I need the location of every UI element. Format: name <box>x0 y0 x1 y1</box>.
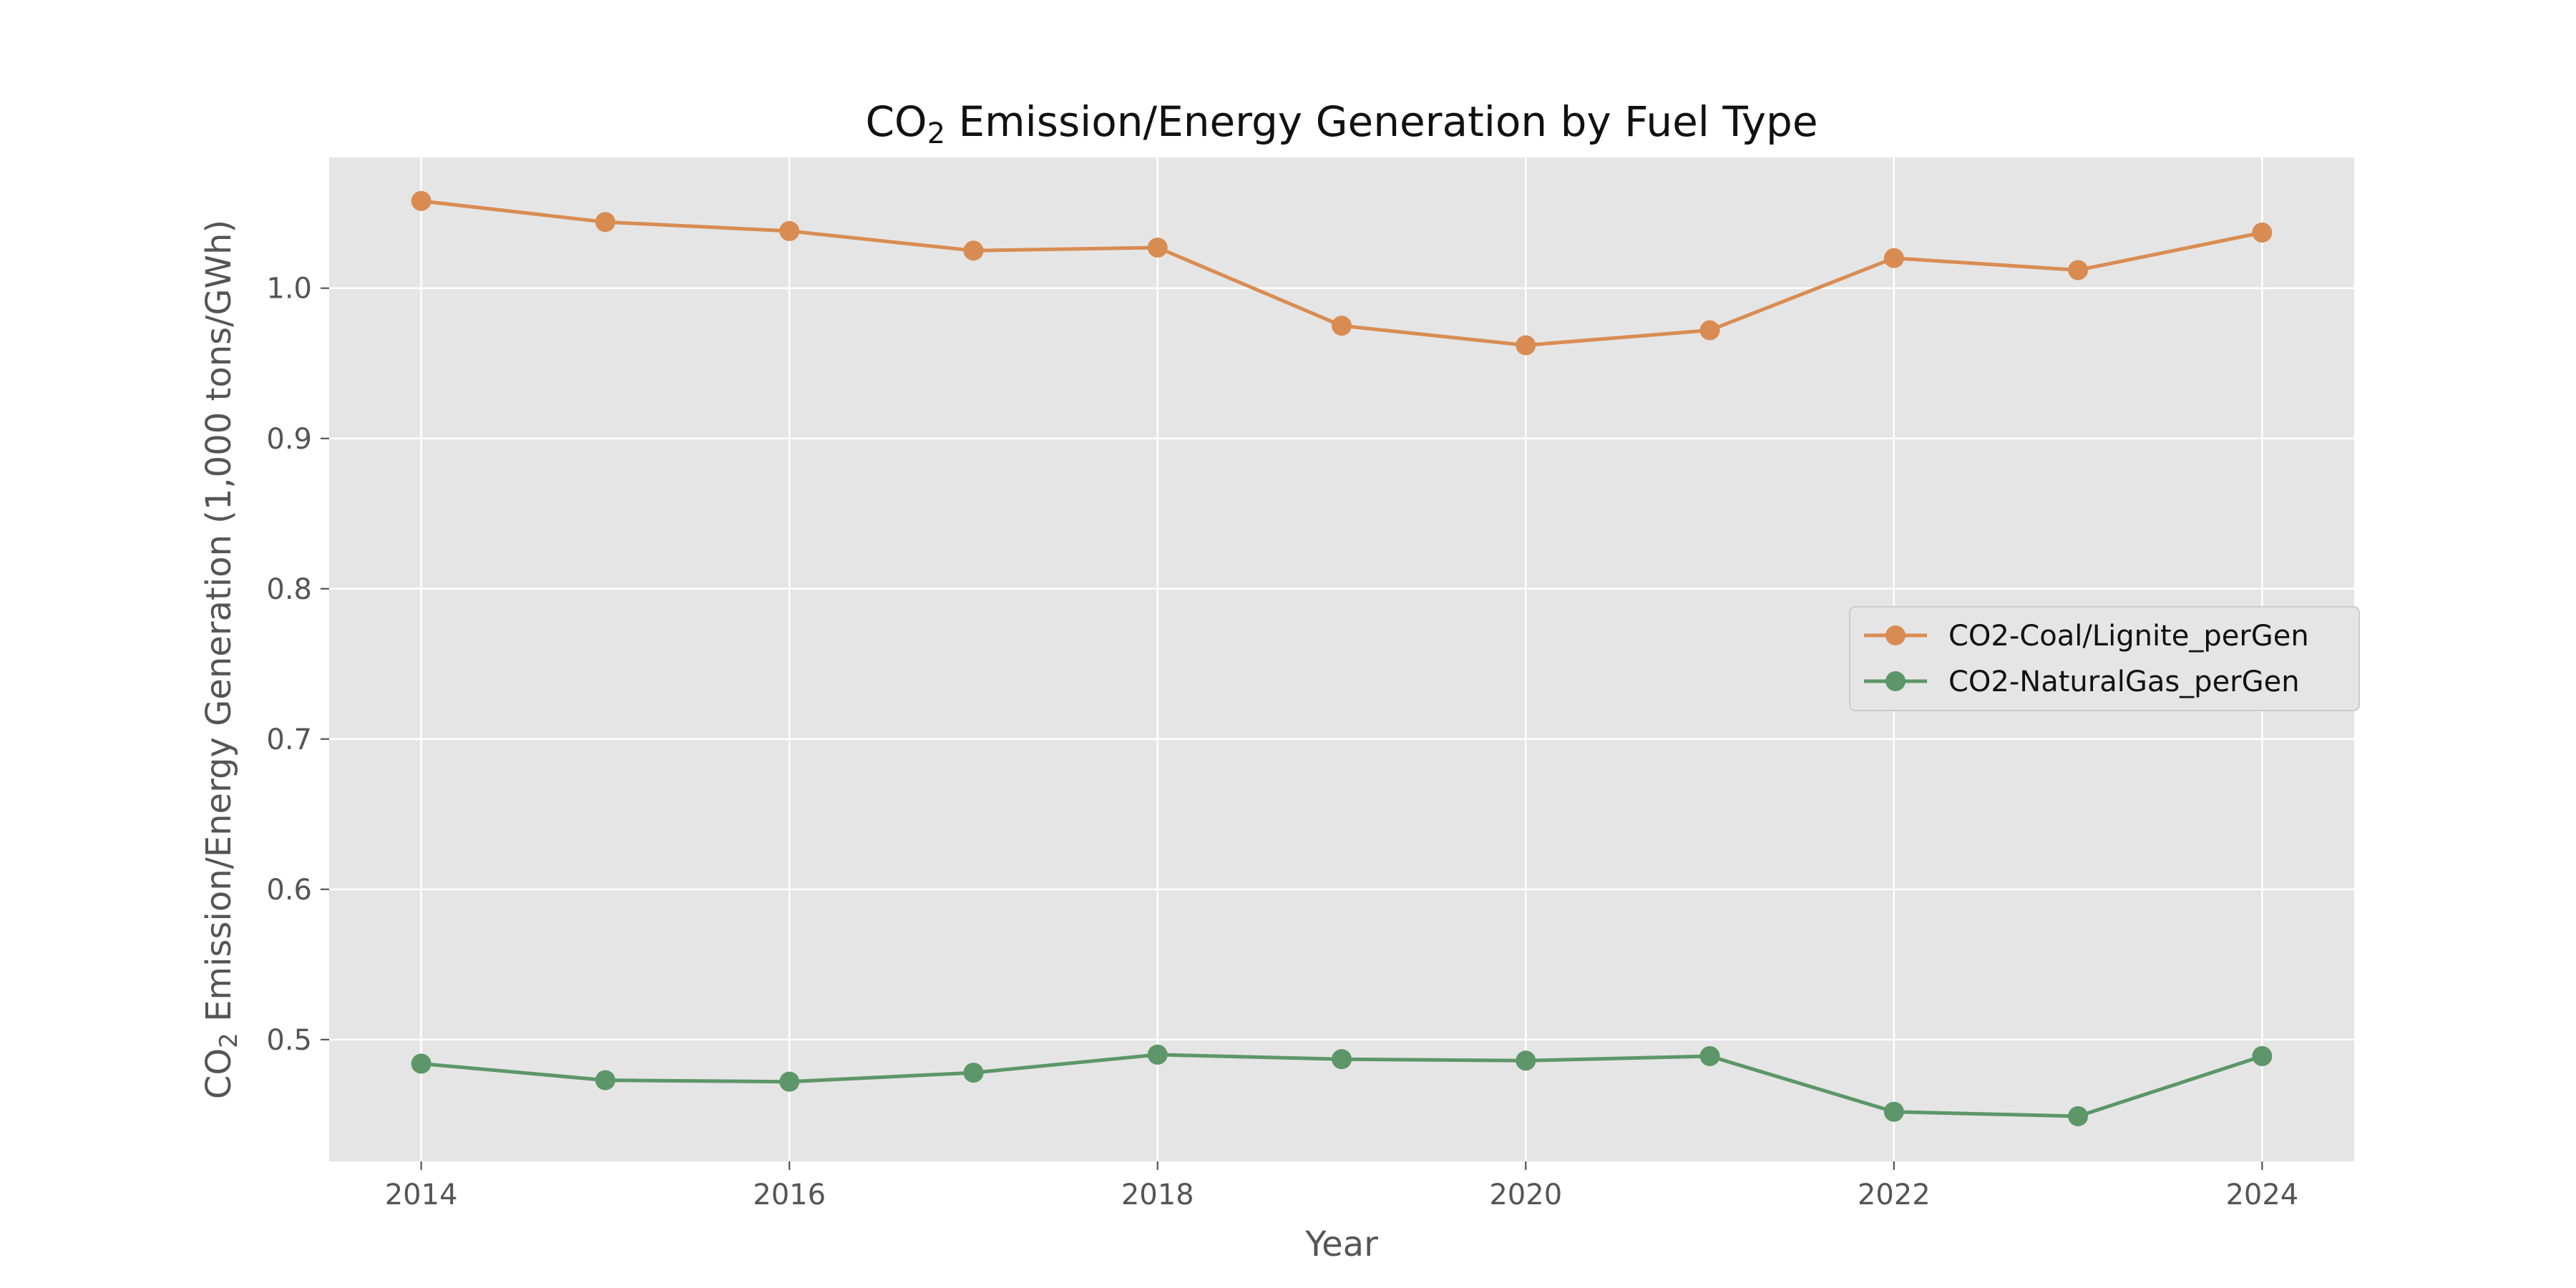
axes: 2014 2016 2018 2020 2022 2024 0.5 0.6 0.7 0.8 0.9 1… <box>266 273 2298 1211</box>
chart-title-main: CO <box>865 97 927 146</box>
series-2 <box>411 1044 2273 1126</box>
data-point <box>1883 1101 1904 1122</box>
data-point <box>1699 1045 1720 1066</box>
y-axis-title: CO2 Emission/Energy Generation (1,000 to… <box>199 220 243 1099</box>
data-point <box>963 240 984 261</box>
data-point <box>595 1070 615 1091</box>
legend-item: CO2-NaturalGas_perGen <box>1864 665 2300 698</box>
y-axis-title-rest: Emission/Energy Generation (1,000 tons/G… <box>199 220 239 1033</box>
data-point <box>2068 260 2089 280</box>
data-point <box>963 1063 984 1083</box>
x-tick-label: 2018 <box>1121 1179 1194 1211</box>
legend-frame <box>1849 606 2360 711</box>
data-point <box>1883 248 1904 268</box>
data-point <box>2252 1045 2273 1066</box>
legend-marker <box>1885 671 1906 691</box>
legend-label: CO2-NaturalGas_perGen <box>1948 665 2300 698</box>
data-point <box>2252 223 2273 243</box>
x-tick-label: 2024 <box>2225 1179 2298 1211</box>
x-tick-label: 2020 <box>1489 1179 1562 1211</box>
series-layer <box>411 190 2273 1126</box>
data-point <box>1147 1044 1168 1065</box>
data-point <box>779 220 800 241</box>
chart-title-rest: Emission/Energy Generation by Fuel Type <box>945 97 1818 146</box>
data-point <box>1332 1049 1352 1070</box>
data-point <box>1699 320 1720 341</box>
data-point <box>1147 238 1168 258</box>
y-tick-label: 0.8 <box>266 573 312 606</box>
y-tick-label: 0.7 <box>266 723 312 756</box>
x-tick-label: 2022 <box>1858 1179 1931 1211</box>
data-point <box>2068 1106 2089 1126</box>
data-point <box>595 212 615 233</box>
x-axis-title: Year <box>1304 1224 1378 1264</box>
data-point <box>411 190 431 211</box>
legend-marker <box>1885 625 1906 645</box>
data-point <box>411 1053 431 1074</box>
data-point <box>779 1071 800 1092</box>
x-tick-label: 2016 <box>753 1179 826 1211</box>
chart-title-subscript: 2 <box>927 117 945 150</box>
grid-lines <box>329 157 2354 1161</box>
data-point <box>1516 335 1536 356</box>
legend-label: CO2-Coal/Lignite_perGen <box>1948 620 2309 653</box>
series-1 <box>411 190 2273 356</box>
y-axis-title-main: CO <box>199 1048 239 1099</box>
data-point <box>1332 316 1352 336</box>
legend-item: CO2-Coal/Lignite_perGen <box>1864 620 2309 653</box>
y-tick-label: 0.9 <box>266 423 312 456</box>
y-axis-title-subscript: 2 <box>215 1033 243 1048</box>
legend: CO2-Coal/Lignite_perGen CO2-NaturalGas_pe… <box>1849 606 2360 711</box>
x-tick-label: 2014 <box>385 1179 458 1211</box>
y-tick-label: 0.5 <box>266 1024 312 1057</box>
data-point <box>1516 1050 1536 1071</box>
y-tick-label: 0.6 <box>266 874 312 907</box>
chart-title: CO2 Emission/Energy Generation by Fuel T… <box>865 97 1818 150</box>
y-tick-label: 1.0 <box>266 273 312 306</box>
